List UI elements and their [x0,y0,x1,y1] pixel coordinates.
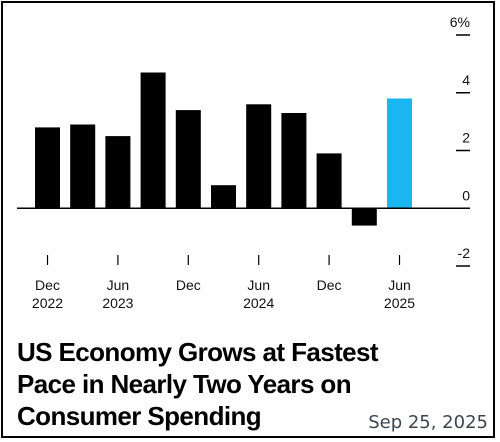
bar-2024-q4 [316,153,342,209]
bar-2025-q2 [387,98,412,209]
date-stamp: Sep 25, 2025 [364,410,492,436]
x-tick-label-year: 2025 [384,295,415,311]
x-tick-label-month: Dec [317,277,342,293]
bar-2023-q2 [105,136,131,209]
x-tick-label-month: Jun [247,277,270,293]
y-tick-label: 4 [462,72,470,88]
x-tick-label-month: Jun [107,277,130,293]
x-tick-label-year: 2024 [243,295,274,311]
x-tick-label-month: Dec [35,277,60,293]
y-tick-label: 0 [462,187,470,203]
y-axis: 6% 4 2 0 -2 [17,14,471,267]
x-tick-label-year: 2023 [102,295,133,311]
headline-line-3: Consumer Spending [17,401,262,431]
bar-2024-q1 [211,185,236,209]
x-tick-label-month: Dec [176,277,201,293]
headline-line-2: Pace in Nearly Two Years on [17,369,352,399]
chart-frame [1,1,495,438]
x-tick-label-year: 2022 [32,295,63,311]
bar-2022-q4 [35,127,60,209]
y-tick-label: -2 [458,245,471,261]
x-axis: Dec 2022 Jun 2023 Dec Jun 2024 Dec Jun 2025 [32,255,415,311]
gdp-bar-chart: 6% 4 2 0 -2 Dec 2022 Jun 2023 Dec Jun 2024 Dec Jun 20… [17,14,471,311]
x-tick-label-month: Jun [388,277,411,293]
bar-2023-q1 [70,124,96,209]
bar-2023-q3 [140,72,166,209]
headline: US Economy Grows at Fastest Pace in Near… [17,336,457,432]
bar-2024-q3 [281,113,307,209]
bar-2024-q2 [246,104,272,209]
headline-line-1: US Economy Grows at Fastest [17,337,379,367]
bar-2023-q4 [175,110,201,209]
y-tick-label: 2 [462,130,470,146]
bar-2025-q1 [351,208,377,226]
y-tick-label: 6% [450,14,470,30]
bars-group [35,72,412,226]
